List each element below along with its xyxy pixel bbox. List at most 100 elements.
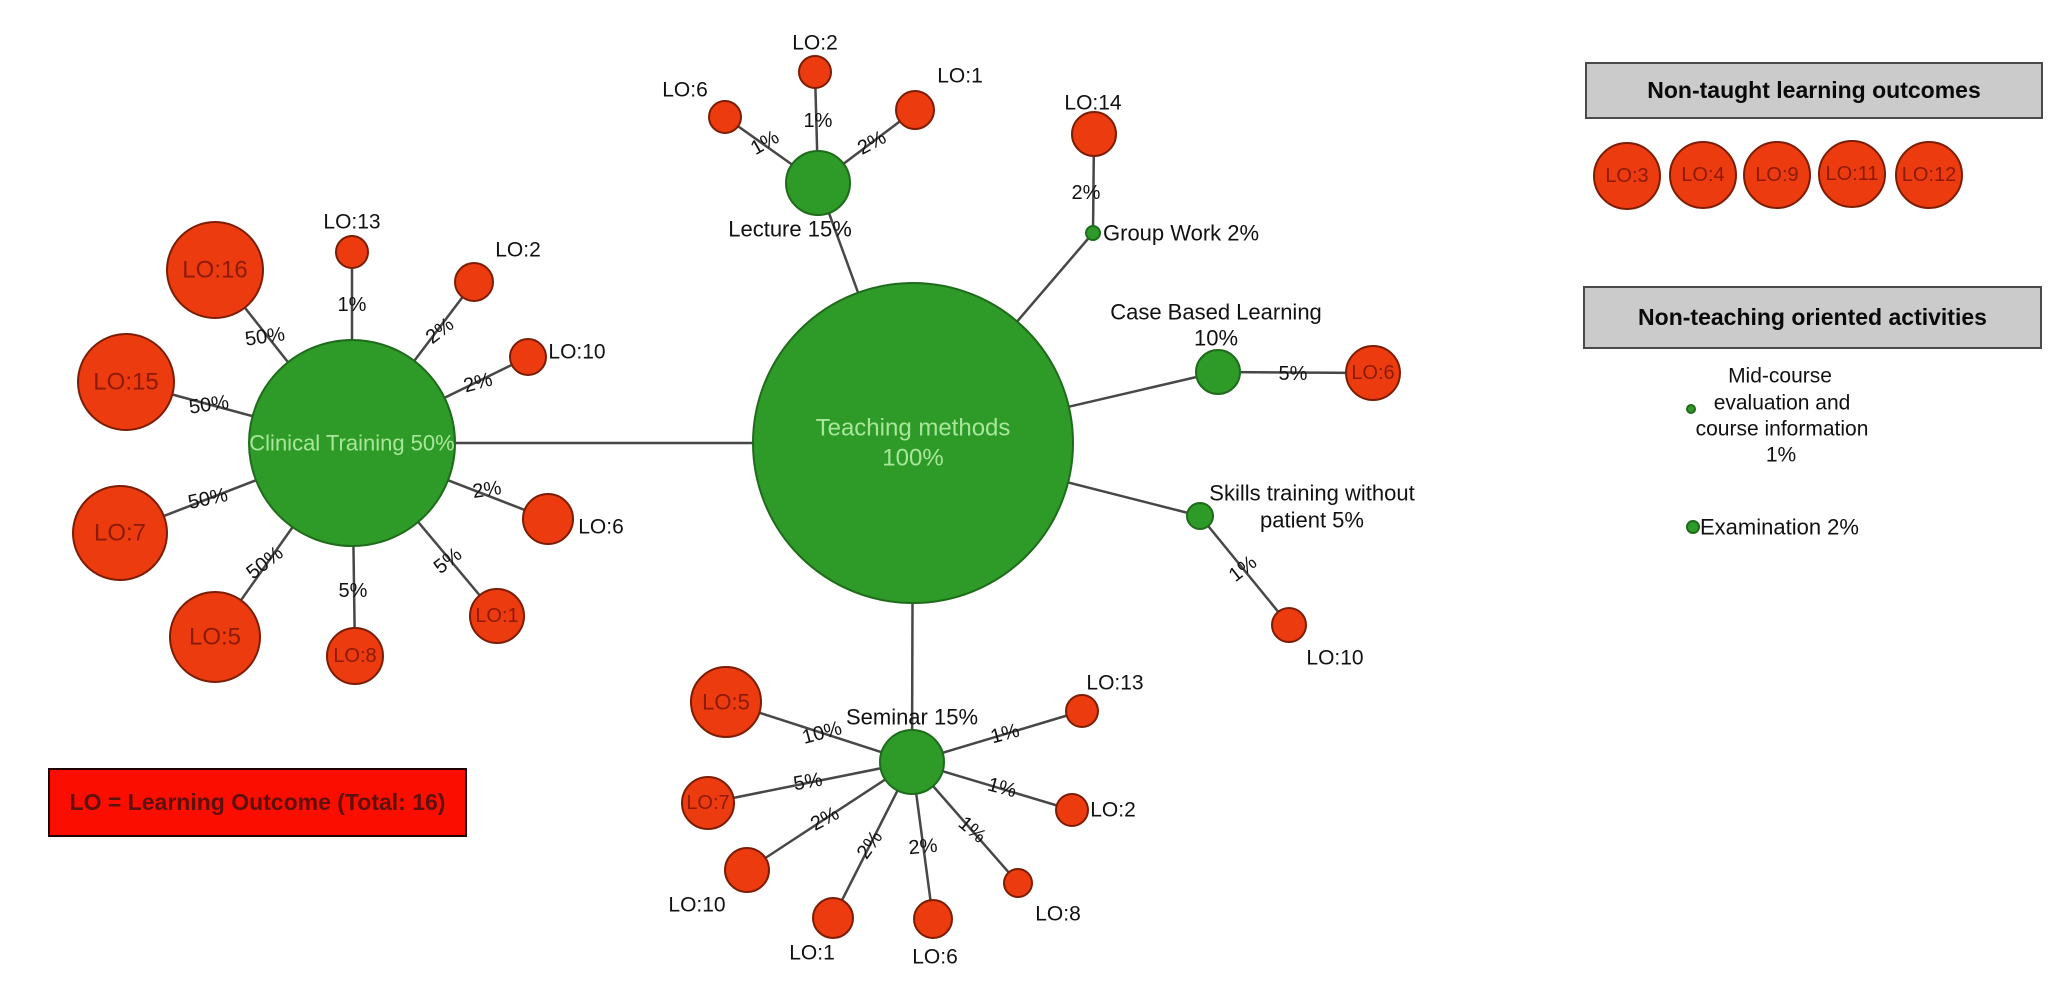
node-eval_dot	[1686, 404, 1696, 414]
midcourse-line3: course information	[1696, 418, 1869, 441]
edge-label-seminar-sem_lo10: 2%	[807, 802, 843, 835]
edge-label-seminar-sem_lo2: 1%	[985, 774, 1019, 803]
legend-box: LO = Learning Outcome (Total: 16)	[48, 768, 467, 837]
node-seminar	[879, 729, 945, 795]
node-nt_lo9	[1743, 141, 1811, 209]
node-nt_lo9-label: LO:9	[1755, 164, 1798, 186]
non-taught-header-label: Non-taught learning outcomes	[1647, 77, 1981, 103]
node-nt_lo4-label: LO:4	[1681, 164, 1724, 186]
node-ct_lo16-label: LO:16	[182, 257, 247, 284]
node-sem_lo8	[1003, 868, 1033, 898]
edge-seminar-sem_lo7	[707, 760, 913, 805]
node-ct_lo5	[169, 591, 261, 683]
edge-label-clinical-ct_lo10: 2%	[461, 369, 495, 398]
clinical-lo13-label: LO:13	[323, 211, 380, 234]
node-teaching-label: Teaching methods 100%	[816, 415, 1011, 472]
edge-label-seminar-sem_lo5: 10%	[800, 717, 845, 749]
node-sem_lo13	[1065, 694, 1099, 728]
node-nt_lo11	[1818, 140, 1886, 208]
clinical-lo2-label: LO:2	[495, 239, 541, 262]
examination-label: Examination 2%	[1700, 515, 1859, 540]
clinical-lo10-label: LO:10	[548, 341, 605, 364]
lecture-lo2-label: LO:2	[792, 32, 838, 55]
edge-label-clinical-ct_lo5: 50%	[242, 542, 287, 584]
node-ct_lo1	[469, 588, 525, 644]
midcourse-line1: Mid-course	[1728, 365, 1832, 388]
node-ct_lo16	[166, 221, 264, 319]
node-sem_lo7-label: LO:7	[686, 792, 729, 814]
edge-label-cbl-cbl_lo6: 5%	[1279, 363, 1308, 385]
groupwork-lo14-label: LO:14	[1064, 92, 1122, 115]
node-ct_lo8	[326, 627, 384, 685]
node-nt_lo4	[1669, 141, 1737, 209]
node-lec_lo2	[798, 55, 832, 89]
lecture-lo6-label: LO:6	[662, 79, 708, 102]
node-gw_lo14	[1071, 111, 1117, 157]
node-ct_lo13	[335, 235, 369, 269]
node-clinical-label: Clinical Training 50%	[249, 431, 454, 456]
edge-label-seminar-sem_lo1: 2%	[853, 827, 888, 863]
node-ct_lo1-label: LO:1	[475, 605, 518, 627]
node-sem_lo10	[724, 847, 770, 893]
midcourse-line2: evaluation and	[1714, 392, 1851, 415]
node-nt_lo11-label: LO:11	[1826, 163, 1879, 185]
node-cbl_lo6	[1345, 345, 1401, 401]
seminar-label: Seminar 15%	[846, 705, 978, 730]
node-ct_lo7	[72, 485, 168, 581]
lecture-label: Lecture 15%	[728, 217, 852, 242]
node-ct_lo10	[509, 338, 547, 376]
node-teaching	[752, 282, 1074, 604]
seminar-lo10-label: LO:10	[668, 894, 725, 917]
node-sem_lo5	[690, 666, 762, 738]
node-nt_lo12	[1895, 141, 1963, 209]
skills-lo10-label: LO:10	[1306, 647, 1363, 670]
seminar-lo2-label: LO:2	[1090, 799, 1136, 822]
edge-label-skills-sk_lo10: 1%	[1225, 551, 1261, 586]
node-sem_lo2	[1055, 793, 1089, 827]
node-exam_dot	[1686, 520, 1700, 534]
non-teaching-header-label: Non-teaching oriented activities	[1638, 304, 1987, 330]
node-sem_lo6	[913, 899, 953, 939]
node-sem_lo1	[812, 897, 854, 939]
node-ct_lo6	[522, 493, 574, 545]
edge-label-clinical-ct_lo15: 50%	[188, 391, 231, 418]
midcourse-line4: 1%	[1766, 444, 1796, 467]
groupwork-label: Group Work 2%	[1103, 221, 1259, 246]
edge-label-clinical-ct_lo8: 5%	[339, 580, 368, 602]
node-ct_lo7-label: LO:7	[94, 520, 146, 547]
node-sem_lo7	[681, 776, 735, 830]
edge-label-clinical-ct_lo7: 50%	[186, 484, 230, 514]
node-ct_lo8-label: LO:8	[333, 645, 376, 667]
edge-label-seminar-sem_lo6: 2%	[908, 835, 939, 859]
node-nt_lo3	[1593, 142, 1661, 210]
clinical-lo6-label: LO:6	[578, 516, 624, 539]
edge-label-groupwork-gw_lo14: 2%	[1072, 182, 1101, 204]
node-skills	[1186, 502, 1214, 530]
node-lec_lo6	[708, 100, 742, 134]
edge-label-clinical-ct_lo6: 2%	[471, 477, 503, 503]
node-nt_lo3-label: LO:3	[1605, 165, 1648, 187]
node-lecture	[785, 150, 851, 216]
cbl-percent: 10%	[1194, 326, 1238, 351]
node-lec_lo1	[895, 90, 935, 130]
lecture-lo1-label: LO:1	[937, 65, 983, 88]
non-taught-header: Non-taught learning outcomes	[1585, 62, 2043, 119]
node-cbl	[1195, 349, 1241, 395]
seminar-lo13-label: LO:13	[1086, 672, 1143, 695]
edge-label-lecture-lec_lo2: 1%	[804, 110, 833, 132]
node-ct_lo15	[77, 333, 175, 431]
edge-label-clinical-ct_lo16: 50%	[244, 323, 287, 350]
skills-title-line1: Skills training without	[1209, 481, 1414, 506]
node-ct_lo15-label: LO:15	[93, 369, 158, 396]
edge-label-seminar-sem_lo7: 5%	[792, 769, 825, 796]
seminar-lo1-label: LO:1	[789, 942, 835, 965]
node-ct_lo2	[454, 262, 494, 302]
seminar-lo8-label: LO:8	[1035, 903, 1081, 926]
edge-label-seminar-sem_lo13: 1%	[988, 720, 1022, 749]
node-groupwork	[1085, 225, 1101, 241]
node-nt_lo12-label: LO:12	[1902, 164, 1956, 186]
node-clinical	[248, 339, 456, 547]
node-sk_lo10	[1271, 607, 1307, 643]
